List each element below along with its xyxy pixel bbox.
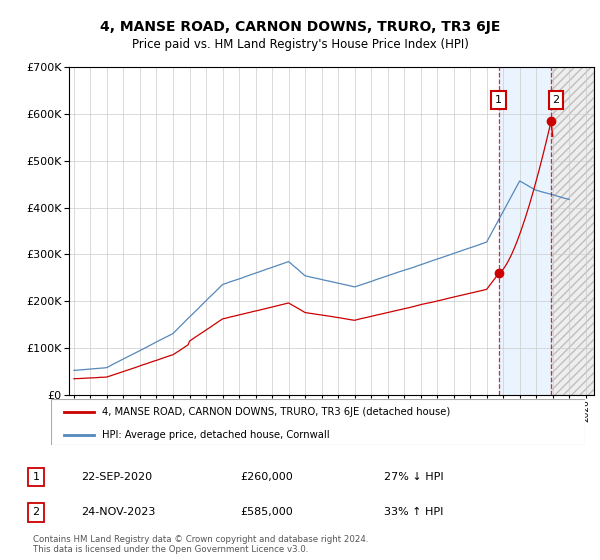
- Text: 1: 1: [495, 95, 502, 105]
- Text: 33% ↑ HPI: 33% ↑ HPI: [384, 507, 443, 517]
- Text: £260,000: £260,000: [240, 472, 293, 482]
- Bar: [499, 67, 551, 395]
- Text: 2: 2: [32, 507, 40, 517]
- Text: 22-SEP-2020: 22-SEP-2020: [81, 472, 152, 482]
- Text: Contains HM Land Registry data © Crown copyright and database right 2024.
This d: Contains HM Land Registry data © Crown c…: [33, 535, 368, 554]
- Text: Price paid vs. HM Land Registry's House Price Index (HPI): Price paid vs. HM Land Registry's House …: [131, 38, 469, 51]
- Text: 24-NOV-2023: 24-NOV-2023: [81, 507, 155, 517]
- Text: 27% ↓ HPI: 27% ↓ HPI: [384, 472, 443, 482]
- Text: 1: 1: [32, 472, 40, 482]
- Bar: [551, 67, 594, 395]
- Text: HPI: Average price, detached house, Cornwall: HPI: Average price, detached house, Corn…: [102, 430, 329, 440]
- Text: 4, MANSE ROAD, CARNON DOWNS, TRURO, TR3 6JE (detached house): 4, MANSE ROAD, CARNON DOWNS, TRURO, TR3 …: [102, 407, 450, 417]
- Text: 4, MANSE ROAD, CARNON DOWNS, TRURO, TR3 6JE: 4, MANSE ROAD, CARNON DOWNS, TRURO, TR3 …: [100, 20, 500, 34]
- Text: £585,000: £585,000: [240, 507, 293, 517]
- Text: 2: 2: [553, 95, 560, 105]
